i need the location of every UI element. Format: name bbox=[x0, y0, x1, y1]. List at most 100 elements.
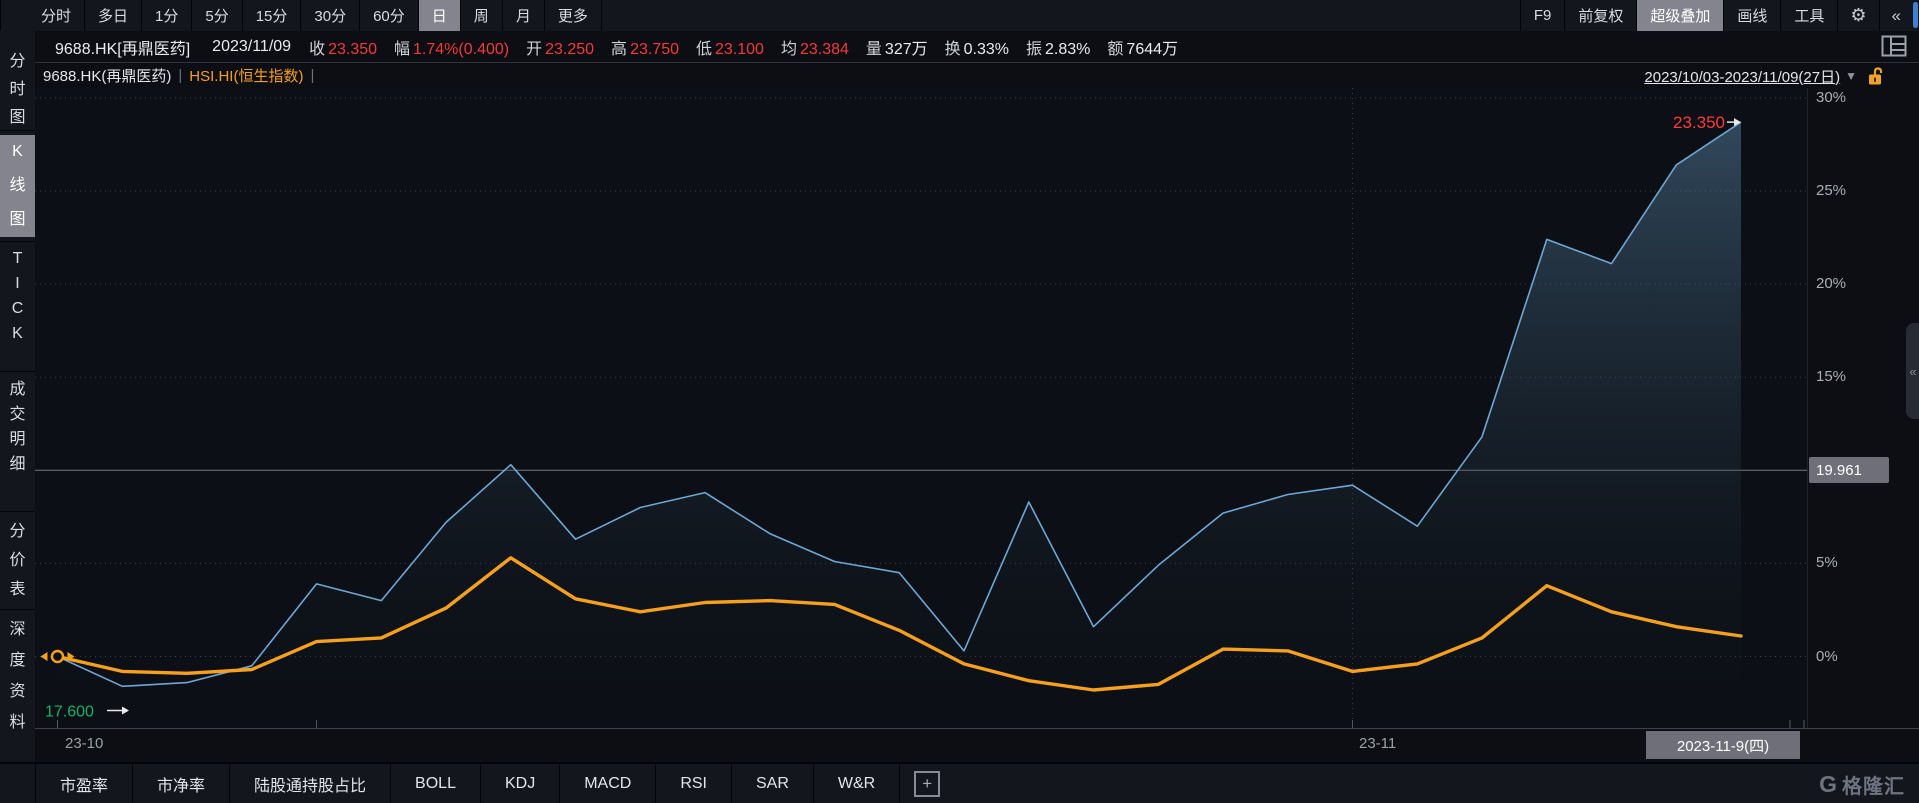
y-tick-5: 5% bbox=[1816, 554, 1838, 572]
left-sidebar: 分 时 图 K 线 图 T I C K 成 交 明 细分 价 表深 度 资 料 bbox=[0, 31, 36, 803]
scrollbar-thumb[interactable] bbox=[1913, 2, 1918, 28]
y-tick-25: 25% bbox=[1816, 182, 1847, 199]
toolbar-action-3[interactable]: 超级叠加 bbox=[1637, 0, 1725, 31]
legend-separator: | bbox=[178, 67, 183, 84]
sidebar-item-K线图[interactable]: K 线 图 bbox=[0, 135, 35, 237]
quote-field-value: 2.83% bbox=[1045, 40, 1091, 58]
quote-field-value: 23.100 bbox=[715, 40, 764, 58]
quote-field-换: 换 0.33% bbox=[945, 41, 1009, 58]
period-tab-11[interactable]: 更多 bbox=[545, 0, 602, 31]
symbol-name: 9688.HK[再鼎医药] bbox=[55, 40, 191, 58]
panel-collapse-handle[interactable]: « bbox=[1906, 323, 1919, 419]
quote-field-低: 低 23.100 bbox=[696, 41, 764, 58]
toolbar-action-4[interactable]: 画线 bbox=[1724, 0, 1782, 31]
quote-field-value: 23.384 bbox=[799, 40, 849, 58]
indicator-tab-W&R[interactable]: W&R bbox=[814, 764, 901, 803]
quote-field-label: 均 bbox=[780, 40, 797, 58]
cursor-date-label: 2023-11-9(四) bbox=[1646, 731, 1800, 759]
quote-fields: 收 23.350 幅 1.74%(0.400) 开 23.250 高 23.750 低 23.10… bbox=[309, 35, 1195, 59]
quote-field-value: 0.33% bbox=[963, 40, 1010, 58]
quote-field-label: 幅 bbox=[394, 40, 411, 58]
gear-icon[interactable]: ⚙ bbox=[1838, 0, 1880, 31]
quote-field-开: 开 23.250 bbox=[526, 41, 594, 58]
quote-field-幅: 幅 1.74%(0.400) bbox=[394, 41, 509, 58]
indicator-tab-陆股通持股占比[interactable]: 陆股通持股占比 bbox=[230, 764, 392, 803]
overlay-legend-bar: 9688.HK(再鼎医药) | HSI.HI(恒生指数) | 2023/10/0… bbox=[35, 62, 1919, 88]
x-axis-row: 23-10 23-11 2023-11-9(四) bbox=[35, 728, 1919, 763]
collapse-panel-icon[interactable]: « bbox=[1891, 5, 1901, 25]
quote-field-value: 7644万 bbox=[1126, 40, 1179, 58]
quote-field-label: 换 bbox=[944, 40, 961, 58]
quote-field-label: 振 bbox=[1026, 40, 1043, 58]
svg-text:23.350: 23.350 bbox=[1673, 113, 1725, 132]
quote-field-label: 收 bbox=[309, 40, 326, 58]
x-tick-label-oct: 23-10 bbox=[65, 735, 104, 752]
period-tab-5[interactable]: 15分 bbox=[243, 0, 302, 31]
indicator-tab-SAR[interactable]: SAR bbox=[732, 764, 814, 803]
sidebar-item-分价表[interactable]: 分 价 表 bbox=[9, 522, 26, 598]
toolbar-spacer bbox=[602, 0, 1520, 31]
right-axis-panel: 30% 25% 20% 15% 19.961 5% 0% « bbox=[1807, 88, 1919, 728]
toolbar-actions: F9 前复权 超级叠加 画线 工具 bbox=[1519, 0, 1839, 31]
legend-separator-2: | bbox=[310, 67, 315, 84]
sidebar-item-TICK[interactable]: T I C K bbox=[11, 250, 24, 342]
indicator-tab-KDJ[interactable]: KDJ bbox=[481, 764, 561, 803]
price-line-label: 19.961 bbox=[1809, 457, 1889, 484]
quote-field-value: 23.250 bbox=[545, 40, 595, 58]
period-tab-4[interactable]: 5分 bbox=[192, 0, 243, 31]
quote-field-value: 23.350 bbox=[328, 40, 378, 58]
indicator-tab-市净率[interactable]: 市净率 bbox=[133, 764, 231, 803]
sidebar-divider bbox=[0, 371, 35, 372]
period-tab-7[interactable]: 60分 bbox=[360, 0, 419, 31]
sidebar-divider bbox=[0, 609, 35, 610]
y-tick-30: 30% bbox=[1816, 88, 1847, 106]
legend-overlay-series[interactable]: HSI.HI(恒生指数) bbox=[189, 68, 304, 85]
quote-field-额: 额 7644万 bbox=[1107, 41, 1178, 58]
quote-field-value: 1.74%(0.400) bbox=[413, 40, 510, 58]
quote-field-均: 均 23.384 bbox=[781, 41, 849, 58]
lock-open-icon[interactable] bbox=[1865, 66, 1886, 87]
period-tab-8[interactable]: 日 bbox=[418, 0, 461, 31]
logo-g-icon: G bbox=[1819, 771, 1837, 797]
quote-field-value: 23.750 bbox=[630, 40, 679, 58]
quote-info-bar: 9688.HK[再鼎医药] 2023/11/09 收 23.350 幅 1.74%(0… bbox=[35, 31, 1919, 62]
quote-field-高: 高 23.750 bbox=[611, 41, 679, 58]
y-tick-15: 15% bbox=[1816, 368, 1847, 386]
svg-text:17.600: 17.600 bbox=[45, 703, 94, 720]
date-range-link[interactable]: 2023/10/03-2023/11/09(27日) bbox=[1644, 68, 1841, 86]
quote-field-量: 量 327万 bbox=[866, 41, 928, 58]
toolbar-action-1[interactable]: F9 bbox=[1519, 0, 1566, 31]
toolbar-action-2[interactable]: 前复权 bbox=[1565, 0, 1638, 31]
top-toolbar: 分时 多日 1分 5分 15分 30分 60分日周月更多 F9 前复权 超级叠加 画线 工具 ⚙ « bbox=[0, 0, 1919, 32]
period-tab-10[interactable]: 月 bbox=[503, 0, 545, 31]
quote-field-label: 高 bbox=[611, 40, 628, 58]
sidebar-divider bbox=[0, 130, 35, 131]
chevron-down-icon[interactable]: ▼ bbox=[1845, 69, 1857, 83]
add-indicator-icon[interactable]: + bbox=[914, 770, 941, 797]
period-tab-1[interactable]: 分时 bbox=[28, 0, 86, 31]
period-tab-3[interactable]: 1分 bbox=[142, 0, 193, 31]
quote-field-振: 振 2.83% bbox=[1026, 41, 1090, 58]
period-tab-2[interactable]: 多日 bbox=[85, 0, 143, 31]
layout-panels-icon[interactable] bbox=[1881, 35, 1907, 57]
sidebar-divider bbox=[0, 511, 35, 512]
period-tabs: 分时 多日 1分 5分 15分 30分 60分日周月更多 bbox=[0, 0, 602, 31]
quote-date: 2023/11/09 bbox=[212, 37, 292, 55]
quote-field-label: 开 bbox=[526, 40, 543, 58]
indicator-tab-RSI[interactable]: RSI bbox=[656, 764, 732, 803]
indicator-tab-市盈率[interactable]: 市盈率 bbox=[35, 764, 134, 803]
x-tick-label-nov: 23-11 bbox=[1359, 735, 1397, 752]
quote-field-value: 327万 bbox=[884, 40, 928, 58]
sidebar-item-分时图[interactable]: 分 时 图 bbox=[9, 53, 26, 126]
period-tab-6[interactable]: 30分 bbox=[301, 0, 361, 31]
overlay-chart[interactable]: 23.350 17.600 bbox=[35, 88, 1807, 728]
indicator-tabs: 市盈率 市净率 陆股通持股占比 BOLL KDJ MACD RSI SAR W&R bbox=[35, 764, 901, 803]
quote-field-label: 量 bbox=[865, 40, 882, 58]
indicator-tab-BOLL[interactable]: BOLL bbox=[391, 764, 481, 803]
period-tab-9[interactable]: 周 bbox=[461, 0, 503, 31]
indicator-tab-MACD[interactable]: MACD bbox=[560, 764, 657, 803]
sidebar-item-深度资料[interactable]: 深 度 资 料 bbox=[9, 621, 26, 731]
toolbar-action-5[interactable]: 工具 bbox=[1781, 0, 1839, 31]
sidebar-item-成交明细[interactable]: 成 交 明 细 bbox=[9, 381, 26, 473]
legend-main-series[interactable]: 9688.HK(再鼎医药) bbox=[43, 68, 172, 85]
